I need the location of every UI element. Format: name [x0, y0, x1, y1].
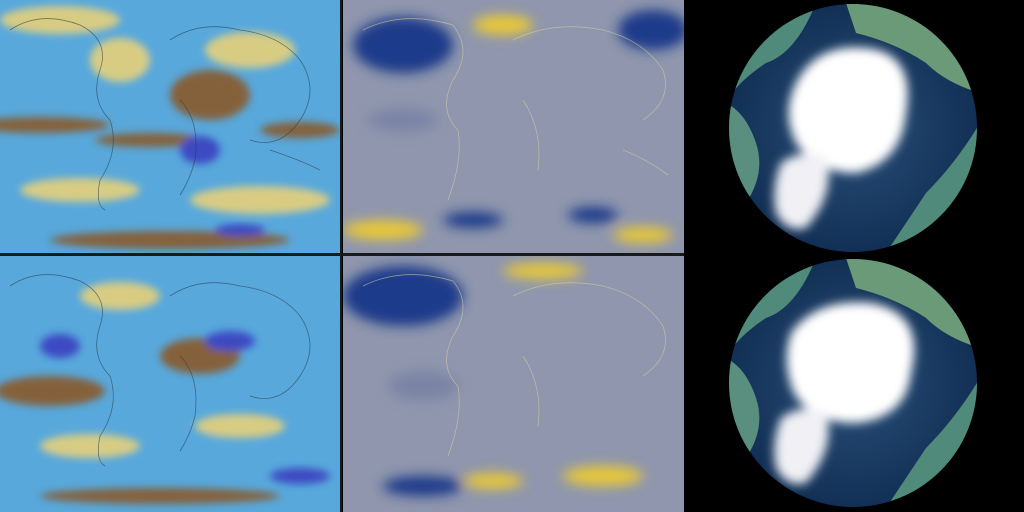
temp-map-bottom — [343, 256, 684, 512]
temp-map-top — [343, 0, 684, 253]
globe-top-svg — [729, 4, 977, 252]
temp-map-bottom-svg — [343, 256, 684, 512]
divider-row — [0, 253, 684, 256]
divider-col-1 — [340, 0, 342, 512]
globe-bottom-svg — [729, 259, 977, 507]
globe-bottom — [726, 258, 980, 508]
temp-map-top-svg — [343, 0, 684, 253]
precip-map-bottom — [0, 256, 340, 512]
globe-top — [726, 3, 980, 253]
precip-map-bottom-svg — [0, 256, 340, 512]
precip-map-top — [0, 0, 340, 253]
precip-map-top-svg — [0, 0, 340, 253]
